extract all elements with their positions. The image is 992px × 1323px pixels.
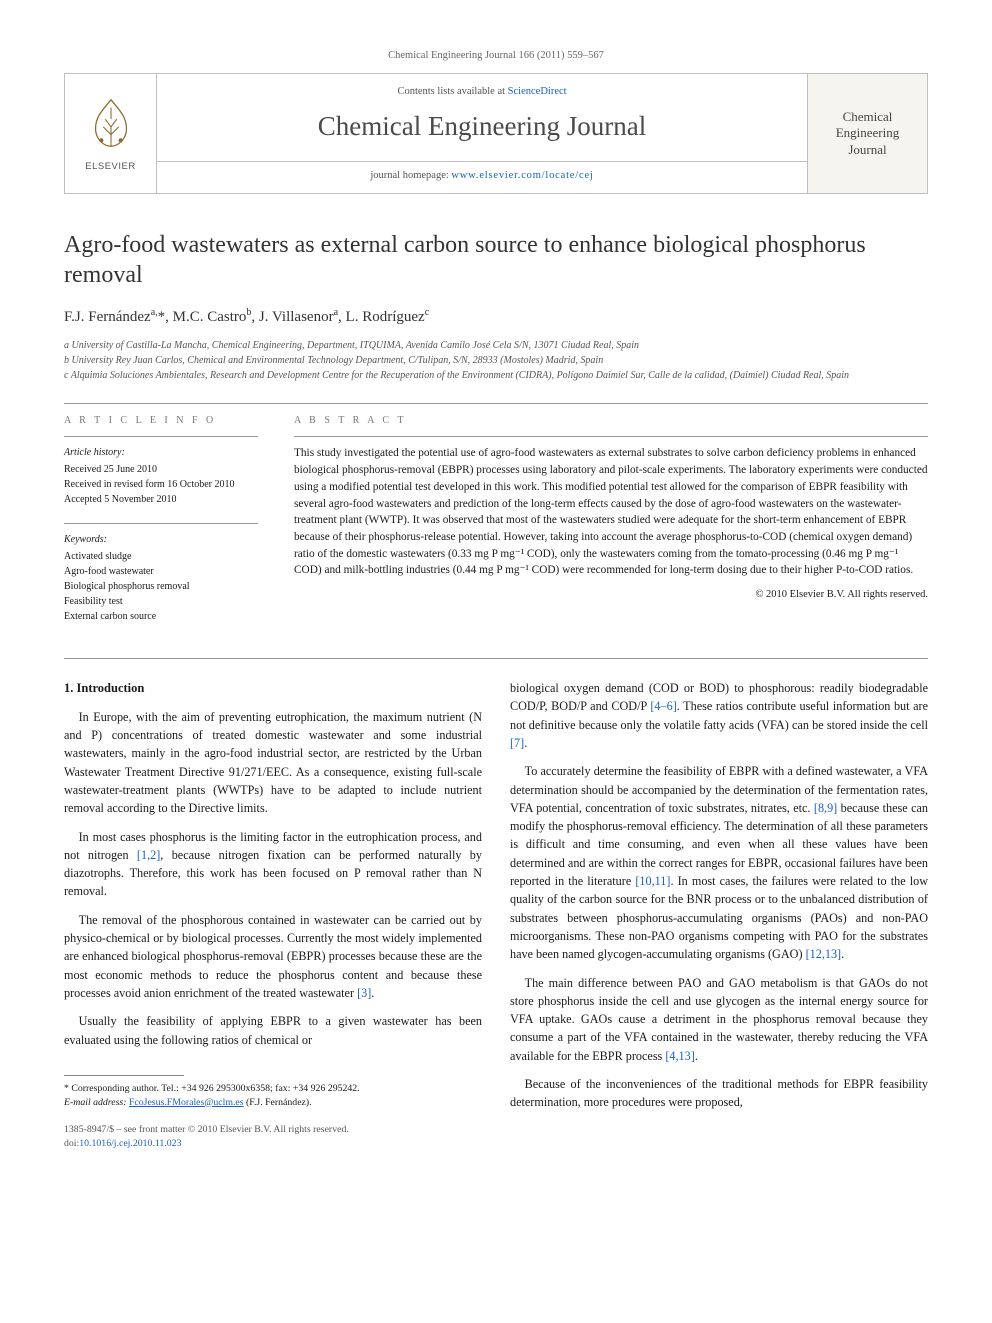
section-heading: 1. Introduction: [64, 679, 482, 698]
running-head: Chemical Engineering Journal 166 (2011) …: [64, 48, 928, 63]
affiliation-line: a University of Castilla-La Mancha, Chem…: [64, 339, 928, 353]
header-middle: Contents lists available at ScienceDirec…: [157, 74, 807, 193]
body-paragraph: In Europe, with the aim of preventing eu…: [64, 708, 482, 818]
body-paragraph: The main difference between PAO and GAO …: [510, 974, 928, 1065]
body-paragraph: Because of the inconveniences of the tra…: [510, 1075, 928, 1112]
article-info-heading: A R T I C L E I N F O: [64, 414, 258, 429]
cover-thumb-cell: Chemical Engineering Journal: [807, 74, 927, 193]
citation-ref[interactable]: [10,11]: [635, 874, 670, 888]
article-title: Agro-food wastewaters as external carbon…: [64, 230, 928, 290]
affiliation-line: c Alquimia Soluciones Ambientales, Resea…: [64, 369, 928, 383]
article-info-column: A R T I C L E I N F O Article history: R…: [64, 414, 258, 641]
doi-label: doi:: [64, 1138, 79, 1149]
doi-link[interactable]: 10.1016/j.cej.2010.11.023: [79, 1138, 181, 1149]
sciencedirect-link[interactable]: ScienceDirect: [508, 86, 567, 97]
email-label: E-mail address:: [64, 1097, 127, 1108]
bottom-matter: 1385-8947/$ – see front matter © 2010 El…: [64, 1123, 482, 1150]
cover-line1: Chemical: [836, 109, 900, 125]
footnote-separator: [64, 1075, 184, 1076]
homepage-link[interactable]: www.elsevier.com/locate/cej: [451, 170, 593, 181]
publisher-name: ELSEVIER: [82, 160, 140, 174]
abstract-rule: [294, 436, 928, 437]
contents-line: Contents lists available at ScienceDirec…: [169, 84, 795, 99]
abstract-copyright: © 2010 Elsevier B.V. All rights reserved…: [294, 587, 928, 603]
citation-ref[interactable]: [12,13]: [806, 947, 842, 961]
citation-ref[interactable]: [3]: [357, 986, 371, 1000]
cover-line3: Journal: [836, 142, 900, 158]
body-paragraph: In most cases phosphorus is the limiting…: [64, 828, 482, 901]
citation-ref[interactable]: [7]: [510, 736, 524, 750]
front-matter-line: 1385-8947/$ – see front matter © 2010 El…: [64, 1123, 482, 1137]
homepage-line: journal homepage: www.elsevier.com/locat…: [157, 161, 807, 183]
keyword: Agro-food wastewater: [64, 564, 258, 579]
rule-above-meta: [64, 403, 928, 404]
citation-ref[interactable]: [4–6]: [650, 699, 676, 713]
keyword: Activated sludge: [64, 549, 258, 564]
email-who: (F.J. Fernández).: [246, 1097, 312, 1108]
authors-line: F.J. Fernándeza,*, M.C. Castrob, J. Vill…: [64, 306, 928, 329]
history-label: Article history:: [64, 445, 258, 460]
footnote-block: * Corresponding author. Tel.: +34 926 29…: [64, 1082, 482, 1109]
history-received: Received 25 June 2010: [64, 462, 258, 477]
email-link[interactable]: FcoJesus.FMorales@uclm.es: [129, 1097, 244, 1108]
citation-ref[interactable]: [4,13]: [665, 1049, 694, 1063]
abstract-column: A B S T R A C T This study investigated …: [294, 414, 928, 641]
keyword: Biological phosphorus removal: [64, 579, 258, 594]
keywords-rule: [64, 523, 258, 524]
abstract-heading: A B S T R A C T: [294, 414, 928, 429]
body-paragraph: To accurately determine the feasibility …: [510, 762, 928, 963]
body-paragraph: The removal of the phosphorous contained…: [64, 911, 482, 1002]
abstract-text: This study investigated the potential us…: [294, 445, 928, 579]
body-paragraph: biological oxygen demand (COD or BOD) to…: [510, 679, 928, 752]
contents-prefix: Contents lists available at: [397, 86, 507, 97]
rule-below-meta: [64, 658, 928, 659]
history-accepted: Accepted 5 November 2010: [64, 492, 258, 507]
cover-line2: Engineering: [836, 125, 900, 141]
affiliations: a University of Castilla-La Mancha, Chem…: [64, 339, 928, 383]
citation-ref[interactable]: [8,9]: [814, 801, 837, 815]
info-rule: [64, 436, 258, 437]
elsevier-tree-icon: [82, 94, 140, 152]
keyword: External carbon source: [64, 609, 258, 624]
corresponding-author: * Corresponding author. Tel.: +34 926 29…: [64, 1082, 482, 1096]
affiliation-line: b University Rey Juan Carlos, Chemical a…: [64, 354, 928, 368]
journal-header-box: ELSEVIER Contents lists available at Sci…: [64, 73, 928, 194]
body-paragraph: Usually the feasibility of applying EBPR…: [64, 1012, 482, 1049]
keywords-label: Keywords:: [64, 532, 258, 547]
history-revised: Received in revised form 16 October 2010: [64, 477, 258, 492]
keyword: Feasibility test: [64, 594, 258, 609]
body-col-right: biological oxygen demand (COD or BOD) to…: [510, 679, 928, 1151]
body-col-left: 1. Introduction In Europe, with the aim …: [64, 679, 482, 1151]
publisher-cell: ELSEVIER: [65, 74, 157, 193]
citation-ref[interactable]: [1,2]: [137, 848, 160, 862]
homepage-prefix: journal homepage:: [370, 170, 451, 181]
cover-thumb: Chemical Engineering Journal: [836, 109, 900, 158]
journal-name-big: Chemical Engineering Journal: [169, 107, 795, 146]
